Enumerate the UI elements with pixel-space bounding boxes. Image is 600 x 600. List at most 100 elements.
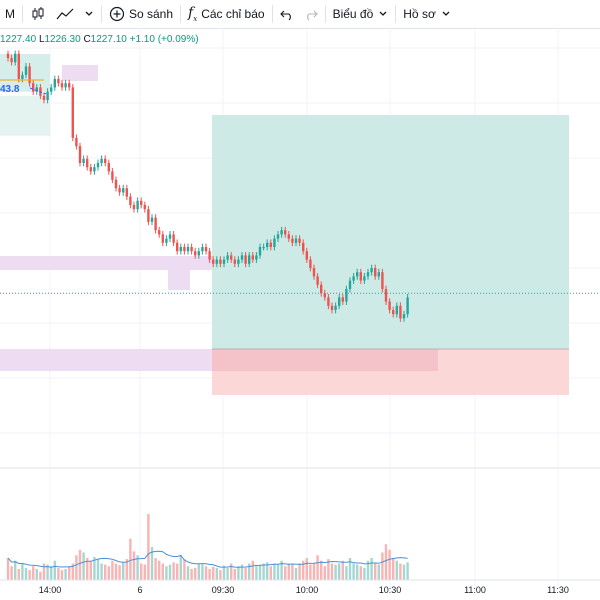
volume-bar <box>366 560 370 580</box>
candle-body <box>86 158 89 168</box>
candle-body <box>395 305 398 315</box>
candle-body <box>366 272 370 277</box>
volume-bar <box>168 564 172 580</box>
plus-circle-icon <box>109 6 125 22</box>
undo-button[interactable] <box>275 0 299 28</box>
chart-menu-button[interactable]: Biểu đồ <box>328 0 394 28</box>
volume-bar <box>381 552 384 580</box>
chevron-down-icon <box>379 11 387 16</box>
candle-body <box>251 255 254 260</box>
overlap-zone <box>212 349 438 371</box>
profile-menu-button[interactable]: Hồ sơ <box>398 0 456 28</box>
candle-body <box>244 255 247 264</box>
candle-body <box>226 255 229 260</box>
x-tick-label: 09:30 <box>211 585 235 595</box>
volume-bar <box>96 559 100 580</box>
volume-bar <box>262 563 265 580</box>
volume-bar <box>384 544 388 580</box>
toolbar-divider <box>22 5 23 23</box>
candle-body <box>150 217 154 222</box>
candle-body <box>330 305 334 310</box>
candle-body <box>273 238 276 247</box>
zone-box <box>168 264 190 290</box>
chart-style-dropdown[interactable] <box>79 0 99 28</box>
volume-bar <box>258 564 262 580</box>
candle-body <box>100 158 103 163</box>
volume-bar <box>186 566 190 580</box>
candle-body <box>114 179 118 189</box>
candle-body <box>222 259 226 264</box>
candle-body <box>176 242 179 252</box>
candle-body <box>50 87 53 92</box>
volume-bar <box>244 567 247 580</box>
candle-body <box>75 137 78 147</box>
volume-bar <box>298 563 301 580</box>
candle-body <box>392 310 395 315</box>
candle-body <box>377 272 380 277</box>
volume-bar <box>248 563 251 580</box>
candle-body <box>111 171 114 180</box>
candle-body <box>359 272 362 281</box>
volume-bar <box>147 514 150 580</box>
candle-body <box>32 83 35 92</box>
price-chart[interactable] <box>0 28 600 600</box>
indicators-button[interactable]: fx Các chỉ báo <box>183 0 270 28</box>
candle-body <box>215 259 218 264</box>
volume-bar <box>269 566 272 580</box>
candle-body <box>21 74 24 79</box>
volume-bar <box>305 558 308 580</box>
volume-bar <box>334 564 337 580</box>
candle-body <box>341 297 344 302</box>
x-tick-label: 11:30 <box>547 585 569 595</box>
undo-icon <box>279 10 291 21</box>
volume-bar <box>402 564 406 580</box>
volume-bar <box>233 569 236 580</box>
candle-body <box>35 87 38 92</box>
candle-body <box>46 91 49 100</box>
volume-bar <box>399 563 402 580</box>
volume-bar <box>183 559 186 580</box>
candle-body <box>338 297 341 306</box>
volume-bar <box>222 565 226 580</box>
compare-button[interactable]: So sánh <box>104 0 178 28</box>
redo-button[interactable] <box>299 0 323 28</box>
volume-bar <box>363 567 366 580</box>
volume-bar <box>89 560 92 580</box>
candle-body <box>136 200 139 210</box>
candles-type-button[interactable] <box>25 0 51 28</box>
candle-body <box>384 289 388 302</box>
candle-body <box>57 79 60 84</box>
candle-body <box>125 188 128 197</box>
candle-body <box>194 251 197 256</box>
toolbar-divider <box>180 5 182 23</box>
candle-body <box>60 83 64 88</box>
candle-body <box>248 255 251 264</box>
candle-body <box>42 95 46 100</box>
volume-bar <box>190 569 193 580</box>
candle-body <box>165 238 168 243</box>
volume-bar <box>64 569 67 580</box>
profile-menu-label: Hồ sơ <box>403 7 436 21</box>
legend-close: 1227.10 <box>90 34 127 45</box>
candle-body <box>402 314 406 319</box>
candle-body <box>266 242 269 247</box>
x-tick-label: 10:00 <box>295 585 319 595</box>
volume-bar <box>75 555 78 580</box>
line-chart-button[interactable] <box>51 0 79 28</box>
volume-bar <box>53 560 56 580</box>
volume-bar <box>143 564 146 580</box>
volume-bar <box>161 563 164 580</box>
volume-bar <box>219 570 222 580</box>
volume-bar <box>118 565 121 580</box>
volume-bar <box>388 549 391 580</box>
candle-body <box>104 158 107 163</box>
volume-bar <box>10 566 13 580</box>
volume-bar <box>374 563 377 580</box>
compare-label: So sánh <box>129 7 174 21</box>
price-tag-label: 43.8 <box>0 84 20 95</box>
x-tick-label: 14:00 <box>38 585 62 595</box>
candle-body <box>14 53 17 63</box>
interval-button[interactable]: M <box>0 0 20 28</box>
chevron-down-icon <box>85 11 93 16</box>
volume-bar <box>129 538 132 580</box>
